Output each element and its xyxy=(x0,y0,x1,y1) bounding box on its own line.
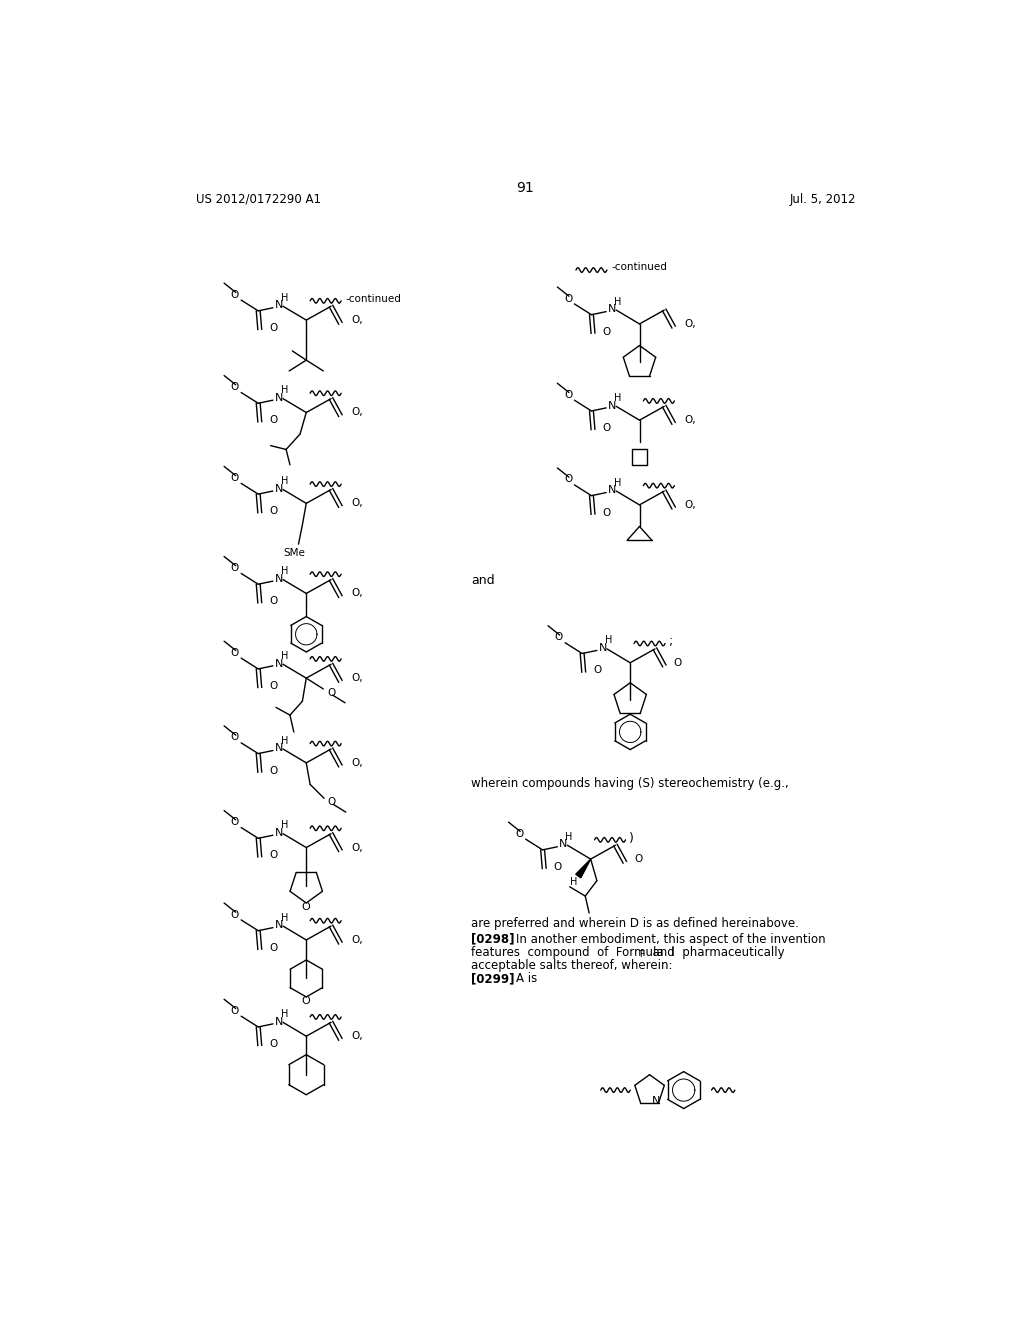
Polygon shape xyxy=(575,859,591,878)
Text: O: O xyxy=(269,506,278,516)
Text: and  pharmaceutically: and pharmaceutically xyxy=(645,945,784,958)
Text: A is: A is xyxy=(515,972,537,985)
Text: O: O xyxy=(328,797,336,807)
Text: O: O xyxy=(230,564,239,573)
Text: O: O xyxy=(602,422,610,433)
Text: N: N xyxy=(274,920,284,931)
Text: O,: O, xyxy=(351,1031,362,1041)
Text: O: O xyxy=(593,665,601,676)
Text: N: N xyxy=(608,400,616,411)
Text: F: F xyxy=(640,950,645,960)
Text: O,: O, xyxy=(684,319,696,329)
Text: O,: O, xyxy=(351,315,362,325)
Text: N: N xyxy=(274,743,284,754)
Text: N: N xyxy=(559,840,567,850)
Text: H: H xyxy=(570,878,578,887)
Text: In another embodiment, this aspect of the invention: In another embodiment, this aspect of th… xyxy=(515,933,825,945)
Text: N: N xyxy=(608,305,616,314)
Text: N: N xyxy=(599,643,607,653)
Text: N: N xyxy=(274,301,284,310)
Text: H: H xyxy=(281,1008,288,1019)
Text: acceptable salts thereof, wherein:: acceptable salts thereof, wherein: xyxy=(471,958,673,972)
Text: O: O xyxy=(269,1039,278,1049)
Text: O: O xyxy=(230,817,239,828)
Text: H: H xyxy=(281,651,288,661)
Text: H: H xyxy=(614,393,622,403)
Text: O: O xyxy=(634,854,642,865)
Text: H: H xyxy=(281,566,288,576)
Text: O: O xyxy=(602,326,610,337)
Text: O: O xyxy=(564,474,572,484)
Text: O,: O, xyxy=(684,416,696,425)
Text: H: H xyxy=(281,735,288,746)
Text: and: and xyxy=(471,574,495,587)
Text: N: N xyxy=(274,393,284,403)
Text: O,: O, xyxy=(351,842,362,853)
Text: O: O xyxy=(269,597,278,606)
Text: 91: 91 xyxy=(516,181,534,194)
Text: O,: O, xyxy=(684,500,696,510)
Text: O: O xyxy=(674,657,682,668)
Text: O: O xyxy=(327,688,335,698)
Text: N: N xyxy=(608,486,616,495)
Text: N: N xyxy=(274,1016,284,1027)
Text: wherein compounds having (S) stereochemistry (e.g.,: wherein compounds having (S) stereochemi… xyxy=(471,777,790,791)
Text: O: O xyxy=(269,850,278,861)
Text: H: H xyxy=(281,820,288,830)
Text: features  compound  of  Formula  I: features compound of Formula I xyxy=(471,945,675,958)
Text: H: H xyxy=(605,635,612,645)
Text: O: O xyxy=(230,289,239,300)
Text: O,: O, xyxy=(351,408,362,417)
Text: N: N xyxy=(274,828,284,838)
Text: O: O xyxy=(564,293,572,304)
Text: O: O xyxy=(230,473,239,483)
Text: H: H xyxy=(614,297,622,306)
Text: O: O xyxy=(230,1006,239,1016)
Text: N: N xyxy=(274,574,284,583)
Text: H: H xyxy=(614,478,622,487)
Text: O: O xyxy=(230,909,239,920)
Text: O: O xyxy=(302,902,310,912)
Text: ;: ; xyxy=(669,635,673,648)
Text: [0299]: [0299] xyxy=(471,972,515,985)
Text: H: H xyxy=(281,385,288,395)
Text: N: N xyxy=(651,1096,659,1106)
Text: O: O xyxy=(515,829,523,838)
Text: SMe: SMe xyxy=(284,548,305,558)
Text: H: H xyxy=(281,477,288,486)
Text: O: O xyxy=(564,389,572,400)
Text: O,: O, xyxy=(351,589,362,598)
Text: O: O xyxy=(602,508,610,517)
Text: [0298]: [0298] xyxy=(471,933,515,945)
Text: -continued: -continued xyxy=(345,294,400,305)
Text: -continued: -continued xyxy=(611,261,668,272)
Text: O,: O, xyxy=(351,758,362,768)
Text: N: N xyxy=(274,483,284,494)
Text: O: O xyxy=(230,381,239,392)
Text: ): ) xyxy=(630,832,634,845)
Text: H: H xyxy=(281,293,288,302)
Text: O: O xyxy=(269,766,278,776)
Text: are preferred and wherein D is as defined hereinabove.: are preferred and wherein D is as define… xyxy=(471,916,799,929)
Text: O: O xyxy=(302,995,310,1006)
Text: H: H xyxy=(281,912,288,923)
Text: O: O xyxy=(269,416,278,425)
Text: H: H xyxy=(565,832,572,842)
Text: O: O xyxy=(269,323,278,333)
Text: Jul. 5, 2012: Jul. 5, 2012 xyxy=(790,193,856,206)
Text: N: N xyxy=(274,659,284,668)
Text: O: O xyxy=(554,862,562,871)
Text: O: O xyxy=(269,681,278,690)
Text: O,: O, xyxy=(351,499,362,508)
Text: O: O xyxy=(230,733,239,742)
Text: O,: O, xyxy=(351,673,362,684)
Text: O,: O, xyxy=(351,935,362,945)
Text: US 2012/0172290 A1: US 2012/0172290 A1 xyxy=(197,193,322,206)
Text: O: O xyxy=(555,632,563,643)
Text: O: O xyxy=(230,648,239,657)
Text: O: O xyxy=(269,942,278,953)
